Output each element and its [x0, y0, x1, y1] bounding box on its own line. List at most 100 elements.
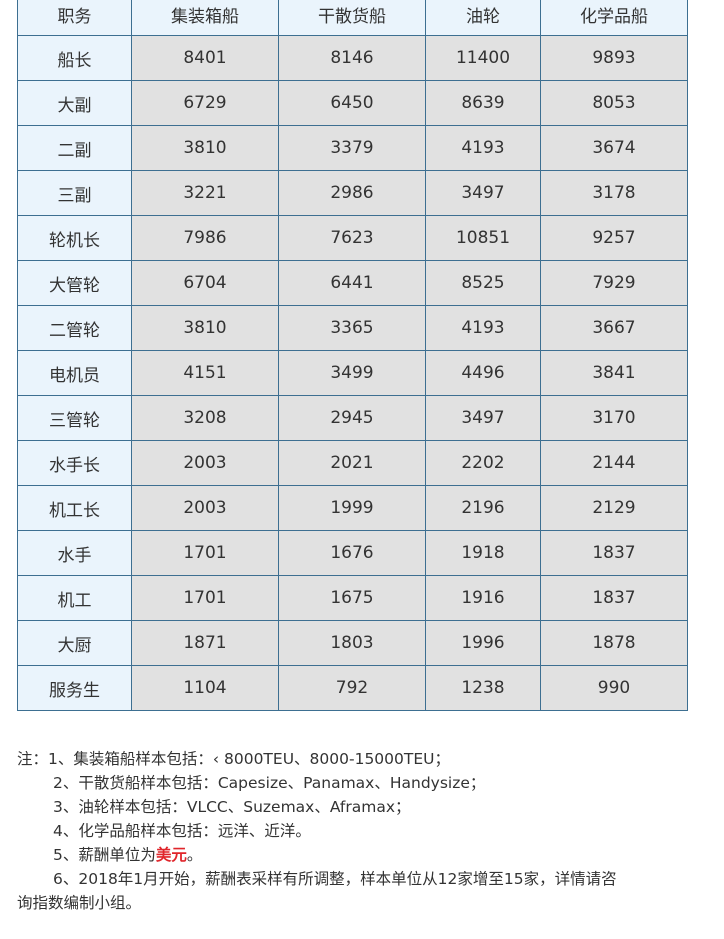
- salary-cell: 2021: [278, 440, 426, 486]
- salary-cell: 2129: [540, 485, 688, 531]
- table-row: 机工长 2003 1999 2196 2129: [17, 485, 688, 531]
- row-role-cell: 电机员: [17, 350, 132, 396]
- salary-cell: 1871: [131, 620, 279, 666]
- table-row: 三副 3221 2986 3497 3178: [17, 170, 688, 216]
- table-row: 电机员 4151 3499 4496 3841: [17, 350, 688, 396]
- table-row: 服务生 1104 792 1238 990: [17, 665, 688, 711]
- salary-cell: 3674: [540, 125, 688, 171]
- salary-cell: 1676: [278, 530, 426, 576]
- note-line-6: 6、2018年1月开始，薪酬表采样有所调整，样本单位从12家增至15家，详情请咨: [53, 870, 617, 888]
- salary-cell: 6450: [278, 80, 426, 126]
- row-role-cell: 三管轮: [17, 395, 132, 441]
- salary-cell: 1996: [425, 620, 541, 666]
- salary-cell: 3379: [278, 125, 426, 171]
- row-role-cell: 水手: [17, 530, 132, 576]
- table-body: 船长 8401 8146 11400 9893 大副 6729 6450 8639 8053 二副 3…: [17, 35, 688, 711]
- salary-cell: 3170: [540, 395, 688, 441]
- note-line-1: 注：1、集装箱船样本包括：‹ 8000TEU、8000-15000TEU；: [17, 750, 450, 768]
- header-tanker: 油轮: [425, 0, 541, 36]
- header-role: 职务: [17, 0, 132, 36]
- note-line-5: 5、薪酬单位为美元。: [17, 843, 717, 867]
- note-line-2: 2、干散货船样本包括：Capesize、Panamax、Handysize；: [53, 774, 486, 792]
- salary-cell: 3499: [278, 350, 426, 396]
- salary-cell: 1999: [278, 485, 426, 531]
- salary-cell: 1803: [278, 620, 426, 666]
- currency-highlight: 美元: [155, 846, 187, 864]
- salary-cell: 2003: [131, 485, 279, 531]
- salary-cell: 3208: [131, 395, 279, 441]
- table-row: 大副 6729 6450 8639 8053: [17, 80, 688, 126]
- salary-cell: 3810: [131, 305, 279, 351]
- salary-cell: 4496: [425, 350, 541, 396]
- note-5-text: 5、薪酬单位为: [53, 846, 156, 864]
- table-row: 机工 1701 1675 1916 1837: [17, 575, 688, 621]
- table-row: 轮机长 7986 7623 10851 9257: [17, 215, 688, 261]
- table-row: 三管轮 3208 2945 3497 3170: [17, 395, 688, 441]
- salary-cell: 6704: [131, 260, 279, 306]
- row-role-cell: 大管轮: [17, 260, 132, 306]
- salary-cell: 6729: [131, 80, 279, 126]
- salary-cell: 8146: [278, 35, 426, 81]
- salary-cell: 3497: [425, 170, 541, 216]
- salary-cell: 8639: [425, 80, 541, 126]
- salary-cell: 2945: [278, 395, 426, 441]
- notes-section: 注：1、集装箱船样本包括：‹ 8000TEU、8000-15000TEU； 2、…: [17, 747, 717, 915]
- table-row: 大管轮 6704 6441 8525 7929: [17, 260, 688, 306]
- header-container-ship: 集装箱船: [131, 0, 279, 36]
- salary-cell: 2003: [131, 440, 279, 486]
- salary-cell: 1837: [540, 575, 688, 621]
- salary-cell: 3221: [131, 170, 279, 216]
- row-role-cell: 船长: [17, 35, 132, 81]
- salary-cell: 6441: [278, 260, 426, 306]
- salary-cell: 1701: [131, 575, 279, 621]
- note-5-end: 。: [186, 846, 203, 864]
- row-role-cell: 服务生: [17, 665, 132, 711]
- table-row: 水手长 2003 2021 2202 2144: [17, 440, 688, 486]
- salary-cell: 1837: [540, 530, 688, 576]
- table-row: 船长 8401 8146 11400 9893: [17, 35, 688, 81]
- table-row: 二副 3810 3379 4193 3674: [17, 125, 688, 171]
- row-role-cell: 大厨: [17, 620, 132, 666]
- salary-cell: 8525: [425, 260, 541, 306]
- salary-table: 职务 集装箱船 干散货船 油轮 化学品船 船长 8401 8146 11400 9893…: [17, 0, 688, 711]
- salary-cell: 4193: [425, 125, 541, 171]
- salary-cell: 2202: [425, 440, 541, 486]
- salary-cell: 2986: [278, 170, 426, 216]
- salary-cell: 1675: [278, 575, 426, 621]
- salary-cell: 1238: [425, 665, 541, 711]
- salary-cell: 1878: [540, 620, 688, 666]
- salary-cell: 9893: [540, 35, 688, 81]
- salary-cell: 3365: [278, 305, 426, 351]
- salary-cell: 11400: [425, 35, 541, 81]
- note-line-6-cont: 询指数编制小组。: [17, 894, 142, 912]
- note-line-4: 4、化学品船样本包括：远洋、近洋。: [53, 822, 311, 840]
- salary-cell: 1701: [131, 530, 279, 576]
- salary-cell: 7986: [131, 215, 279, 261]
- row-role-cell: 轮机长: [17, 215, 132, 261]
- salary-cell: 2196: [425, 485, 541, 531]
- row-role-cell: 水手长: [17, 440, 132, 486]
- row-role-cell: 大副: [17, 80, 132, 126]
- salary-cell: 9257: [540, 215, 688, 261]
- table-row: 二管轮 3810 3365 4193 3667: [17, 305, 688, 351]
- salary-cell: 3841: [540, 350, 688, 396]
- salary-cell: 3178: [540, 170, 688, 216]
- salary-cell: 1104: [131, 665, 279, 711]
- salary-cell: 1918: [425, 530, 541, 576]
- salary-cell: 10851: [425, 215, 541, 261]
- salary-cell: 8053: [540, 80, 688, 126]
- row-role-cell: 二副: [17, 125, 132, 171]
- salary-cell: 7929: [540, 260, 688, 306]
- salary-cell: 3810: [131, 125, 279, 171]
- salary-cell: 4151: [131, 350, 279, 396]
- salary-cell: 1916: [425, 575, 541, 621]
- salary-cell: 3497: [425, 395, 541, 441]
- row-role-cell: 机工长: [17, 485, 132, 531]
- header-chemical-ship: 化学品船: [540, 0, 688, 36]
- header-bulk-carrier: 干散货船: [278, 0, 426, 36]
- table-row: 大厨 1871 1803 1996 1878: [17, 620, 688, 666]
- row-role-cell: 三副: [17, 170, 132, 216]
- row-role-cell: 机工: [17, 575, 132, 621]
- salary-cell: 792: [278, 665, 426, 711]
- row-role-cell: 二管轮: [17, 305, 132, 351]
